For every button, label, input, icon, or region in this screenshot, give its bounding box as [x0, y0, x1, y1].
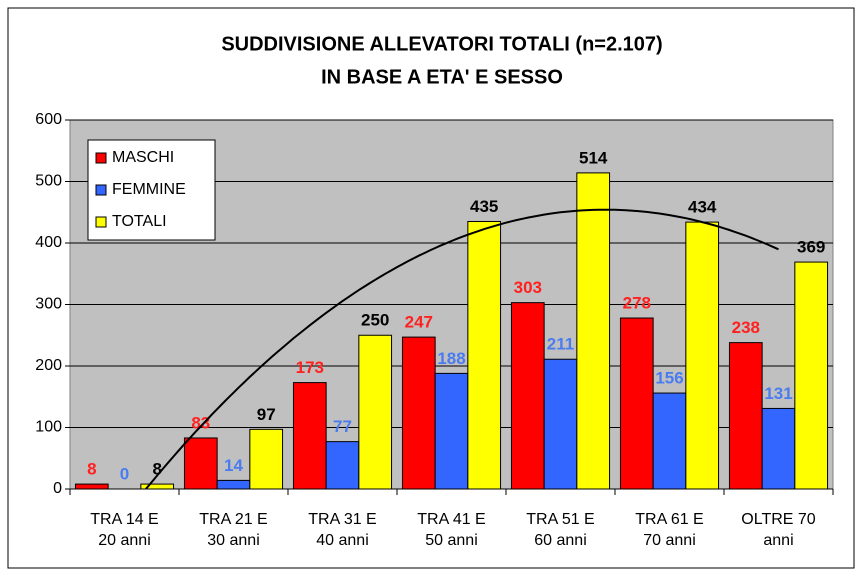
bar [761, 407, 796, 490]
data-label: 434 [688, 198, 717, 217]
legend-swatch [95, 184, 107, 196]
y-tick-label: 0 [53, 480, 62, 497]
bar [434, 372, 469, 490]
chart-title: IN BASE A ETA' E SESSO [321, 66, 563, 88]
data-label: 77 [333, 417, 352, 436]
data-label: 131 [764, 384, 792, 403]
bar [728, 342, 763, 490]
y-tick-label: 200 [35, 357, 62, 374]
chart-title: SUDDIVISIONE ALLEVATORI TOTALI (n=2.107) [221, 33, 662, 55]
legend-swatch [95, 152, 107, 164]
y-tick-label: 500 [35, 173, 62, 190]
data-label: 247 [405, 313, 433, 332]
x-tick-label: TRA 51 E 60 anni [526, 511, 595, 549]
bar [249, 428, 284, 490]
legend-label: TOTALI [112, 213, 167, 230]
y-tick-label: 100 [35, 419, 62, 436]
bar [325, 441, 360, 490]
bar [652, 392, 687, 490]
bar [401, 336, 436, 490]
data-label: 514 [579, 148, 608, 167]
x-tick-label: OLTRE 70 anni [741, 511, 816, 549]
data-label: 8 [152, 460, 161, 479]
y-tick-label: 300 [35, 296, 62, 313]
trendline [144, 208, 779, 489]
data-label: 369 [797, 238, 825, 257]
data-label: 211 [547, 335, 574, 354]
data-label: 435 [470, 197, 498, 216]
x-tick-label: TRA 41 E 50 anni [417, 511, 486, 549]
x-tick-label: TRA 31 E 40 anni [308, 511, 377, 549]
data-label: 238 [732, 318, 760, 337]
bar [543, 358, 578, 490]
bar [183, 437, 218, 490]
bar [576, 172, 611, 490]
legend [87, 139, 216, 241]
data-label: 156 [655, 369, 683, 388]
bar [358, 334, 393, 490]
data-label: 8 [87, 460, 96, 479]
bar [510, 302, 545, 490]
data-label: 14 [224, 456, 243, 475]
bar [292, 382, 327, 490]
y-tick-label: 400 [35, 234, 62, 251]
bar [467, 220, 502, 490]
legend-label: FEMMINE [112, 181, 186, 198]
data-label: 188 [437, 349, 465, 368]
data-label: 173 [296, 358, 324, 377]
x-tick-label: TRA 14 E 20 anni [90, 511, 159, 549]
data-label: 303 [514, 278, 542, 297]
bar [216, 479, 251, 490]
data-label: 0 [120, 464, 129, 483]
data-label: 83 [191, 413, 210, 432]
data-label: 278 [623, 294, 651, 313]
x-tick-label: TRA 61 E 70 anni [635, 511, 704, 549]
legend-swatch [95, 216, 107, 228]
bar [74, 483, 109, 490]
bar [794, 261, 829, 490]
y-tick-label: 600 [35, 111, 62, 128]
x-tick-label: TRA 21 E 30 anni [199, 511, 268, 549]
bar [685, 221, 720, 490]
bar [619, 317, 654, 490]
data-label: 250 [361, 311, 389, 330]
legend-label: MASCHI [112, 149, 174, 166]
data-label: 97 [257, 405, 276, 424]
